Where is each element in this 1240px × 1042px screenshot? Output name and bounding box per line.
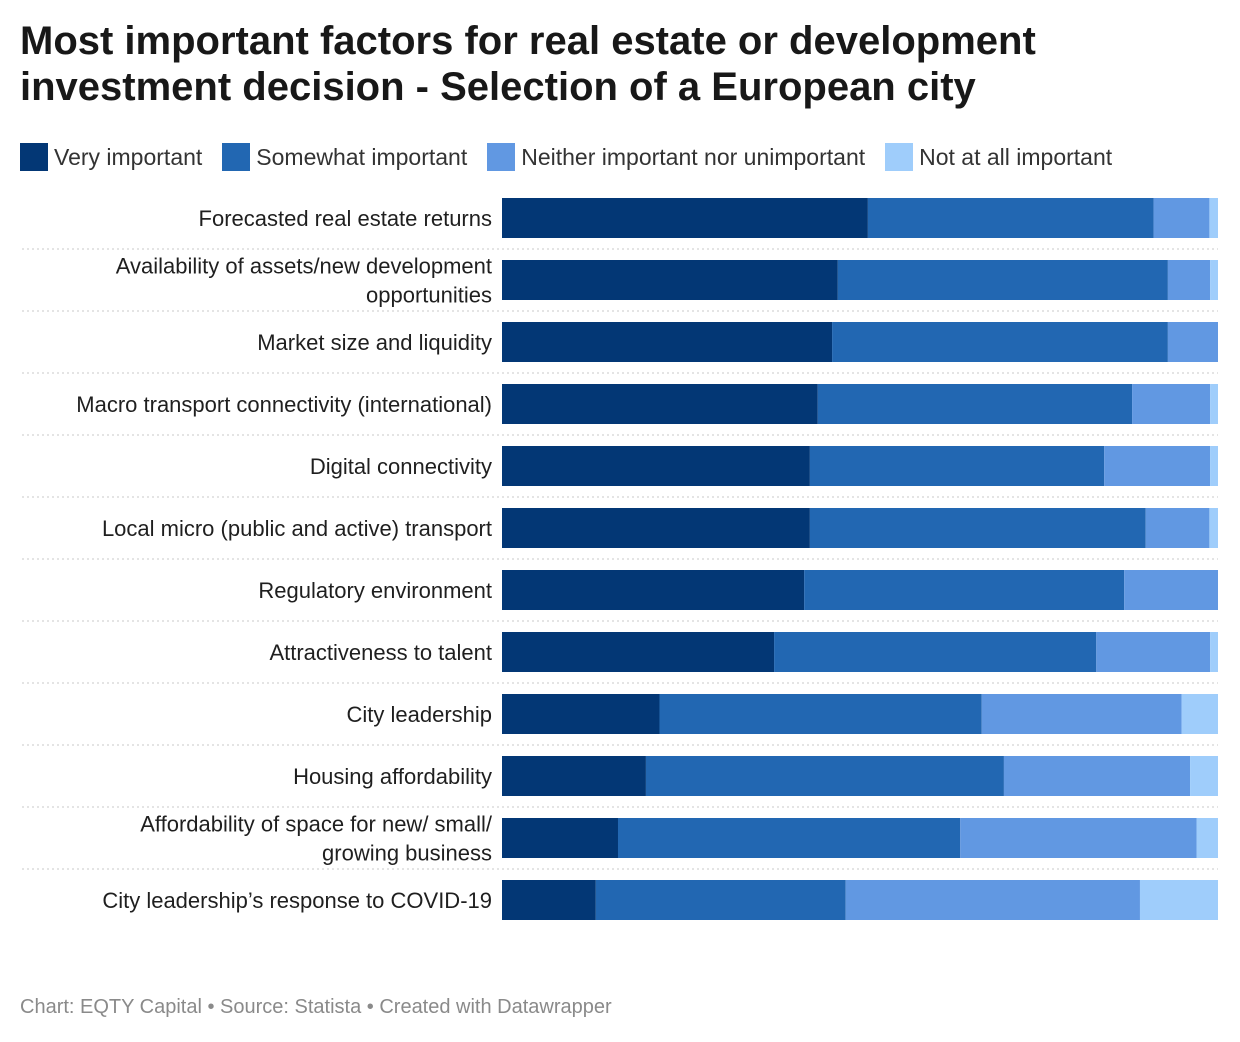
bar-segment [1210, 632, 1218, 672]
legend-swatch [487, 143, 516, 171]
bar-segment [981, 694, 1182, 734]
legend-label: Somewhat important [256, 143, 468, 170]
category-label: Digital connectivity [310, 454, 492, 479]
bar-segment [1210, 384, 1218, 424]
legend-label: Not at all important [919, 143, 1113, 170]
bar-segment [502, 322, 833, 362]
bar-segment [1167, 260, 1211, 300]
bar-segment [502, 260, 838, 300]
bar-segment [1124, 570, 1218, 610]
bar-segment [645, 756, 1004, 796]
bar-segment [1181, 694, 1218, 734]
legend-swatch [885, 143, 914, 171]
stacked-bar-chart: Forecasted real estate returns Availabili… [22, 198, 1218, 920]
bar-segment [1145, 508, 1210, 548]
legend-item-not-at-all-important: Not at all important [885, 143, 1112, 171]
bar-segment [502, 880, 596, 920]
category-label: Affordability of space for new/ small/gr… [140, 812, 493, 866]
bar-segment [595, 880, 846, 920]
bar-segment [845, 880, 1140, 920]
bar-segment [817, 384, 1133, 424]
bar-segment [1190, 756, 1218, 796]
bar-segment [502, 198, 868, 238]
bar-segment [960, 818, 1197, 858]
category-label: Attractiveness to talent [269, 640, 492, 665]
legend-swatch [222, 143, 251, 171]
legend-item-very-important: Very important [20, 143, 202, 171]
bar-segment [502, 632, 775, 672]
bar-segment [809, 446, 1105, 486]
bar-segment [1210, 260, 1218, 300]
bar-segment [832, 322, 1168, 362]
legend-item-somewhat-important: Somewhat important [222, 143, 467, 171]
bar-segment [502, 818, 618, 858]
category-label: City leadership’s response to COVID-19 [102, 888, 492, 913]
legend-swatch [20, 143, 48, 171]
bar-segment [1209, 198, 1218, 238]
category-label: Macro transport connectivity (internatio… [76, 392, 492, 417]
bar-segment [1209, 508, 1218, 548]
bar-segment [502, 694, 660, 734]
bar-segment [617, 818, 961, 858]
bar-segment [1167, 322, 1218, 362]
category-label: Regulatory environment [258, 578, 492, 603]
bar-segment [809, 508, 1146, 548]
bar-segment [1003, 756, 1191, 796]
bar-segment [804, 570, 1125, 610]
chart-footer: Chart: EQTY Capital • Source: Statista •… [20, 996, 612, 1018]
category-label: Housing affordability [293, 764, 492, 789]
bar-segment [1132, 384, 1211, 424]
bar-segment [1196, 818, 1218, 858]
bar-segment [837, 260, 1168, 300]
category-label: Market size and liquidity [257, 330, 492, 355]
bar-segment [502, 508, 810, 548]
bar-segment [502, 384, 818, 424]
bar-segment [502, 446, 810, 486]
legend-label: Very important [54, 143, 203, 170]
category-label: City leadership [346, 702, 492, 727]
legend-label: Neither important nor unimportant [521, 143, 866, 170]
bar-segment [867, 198, 1154, 238]
category-label: Availability of assets/new development op… [116, 254, 492, 308]
category-label: Forecasted real estate returns [199, 206, 492, 231]
bar-segment [1139, 880, 1218, 920]
bar-segment [1210, 446, 1218, 486]
legend: Very important Somewhat important Neithe… [20, 142, 1132, 172]
legend-item-neither: Neither important nor unimportant [487, 143, 865, 171]
bar-segment [659, 694, 982, 734]
bar-segment [1153, 198, 1210, 238]
bar-segment [1104, 446, 1211, 486]
bar-segment [502, 570, 805, 610]
bar-segment [1096, 632, 1211, 672]
bar-segment [774, 632, 1097, 672]
chart-title: Most important factors for real estate o… [20, 19, 1036, 109]
bar-segment [502, 756, 646, 796]
category-label: Local micro (public and active) transpor… [102, 516, 492, 541]
